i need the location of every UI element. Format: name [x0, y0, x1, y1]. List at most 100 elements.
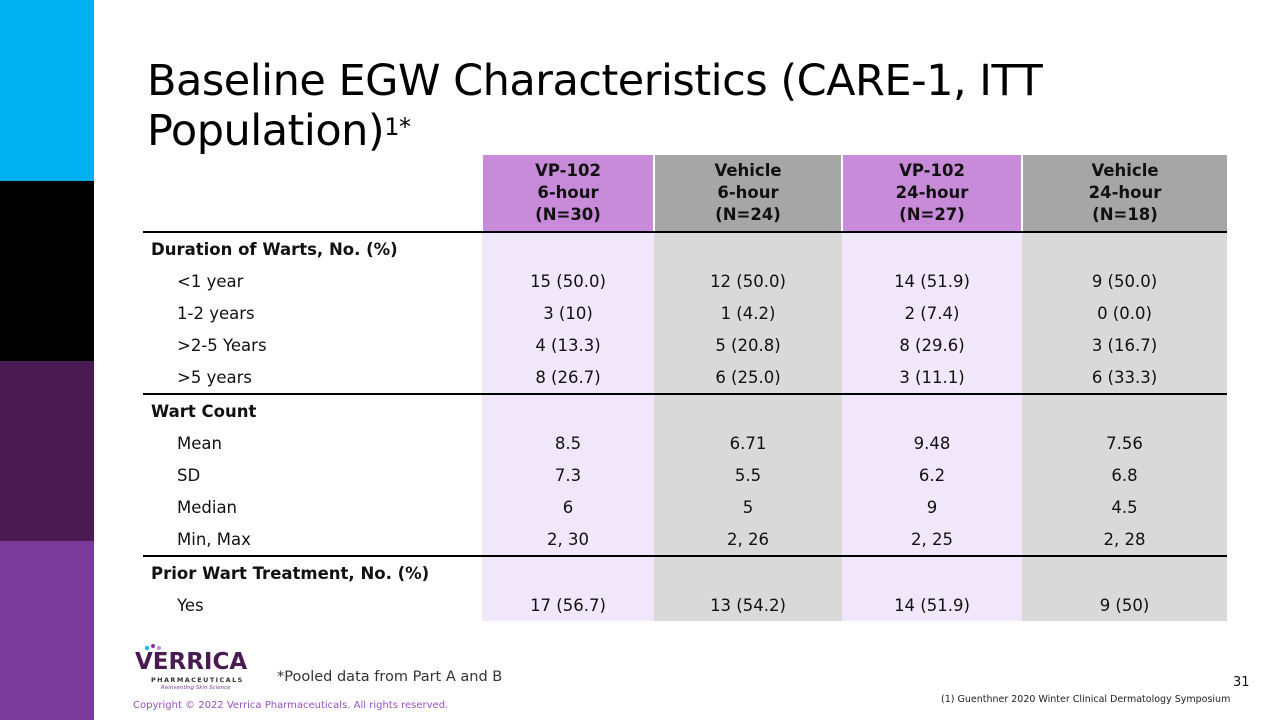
row-label: 1-2 years — [177, 303, 255, 323]
table-cell: 1 (4.2) — [654, 297, 842, 329]
table-row: SD 7.3 5.5 6.2 6.8 — [143, 459, 1227, 491]
section-heading-row: Wart Count — [143, 394, 1227, 427]
sidebar-stripe-blue — [0, 0, 94, 181]
table-cell: 3 (16.7) — [1022, 329, 1227, 361]
table-row: Yes 17 (56.7) 13 (54.2) 14 (51.9) 9 (50) — [143, 589, 1227, 621]
table-cell — [1022, 232, 1227, 265]
table-cell — [654, 556, 842, 589]
section-heading-row: Duration of Warts, No. (%) — [143, 232, 1227, 265]
logo-dots-icon — [145, 644, 161, 650]
header-line: 6-hour — [717, 183, 779, 202]
header-vehicle-6h: Vehicle 6-hour (N=24) — [653, 155, 842, 233]
logo-subtitle: PHARMACEUTICALS — [151, 676, 244, 684]
reference-footnote: (1) Guenthner 2020 Winter Clinical Derma… — [941, 694, 1231, 705]
table-cell: 6 (25.0) — [654, 361, 842, 395]
table-row: Median 6 5 9 4.5 — [143, 491, 1227, 523]
table-cell — [482, 556, 654, 589]
section-heading: Prior Wart Treatment, No. (%) — [151, 563, 430, 583]
table-cell: 2, 30 — [482, 523, 654, 557]
table-cell: 9 (50.0) — [1022, 265, 1227, 297]
row-label: <1 year — [177, 271, 244, 291]
row-label: Min, Max — [143, 523, 482, 557]
table-cell: 5 (20.8) — [654, 329, 842, 361]
header-line: 24-hour — [895, 183, 969, 202]
table-cell: 7.3 — [482, 459, 654, 491]
row-label: >5 years — [143, 361, 482, 395]
row-label: Yes — [177, 595, 204, 615]
table-cell — [654, 394, 842, 427]
table-cell: 12 (50.0) — [654, 265, 842, 297]
row-label: Median — [177, 497, 238, 517]
table-cell: 4 (13.3) — [482, 329, 654, 361]
table-cell: 7.56 — [1022, 427, 1227, 459]
logo-wordmark: VERRICA — [135, 649, 248, 675]
table-cell: 15 (50.0) — [482, 265, 654, 297]
table-cell: 13 (54.2) — [654, 589, 842, 621]
table-cell: 5 — [654, 491, 842, 523]
table-cell: 6.71 — [654, 427, 842, 459]
table-cell: 6 (33.3) — [1022, 361, 1227, 395]
verrica-logo: VERRICA PHARMACEUTICALS Reinventing Skin… — [135, 643, 248, 693]
table-cell: 17 (56.7) — [482, 589, 654, 621]
header-line: Vehicle — [1091, 161, 1159, 180]
header-line: (N=18) — [1092, 205, 1158, 224]
table-row: 1-2 years 3 (10) 1 (4.2) 2 (7.4) 0 (0.0) — [143, 297, 1227, 329]
table-cell — [842, 232, 1022, 265]
table-cell: 2, 25 — [842, 523, 1022, 557]
table-row: >5 years 8 (26.7) 6 (25.0) 3 (11.1) 6 (3… — [143, 361, 1227, 395]
header-line: VP-102 — [535, 161, 601, 180]
table-header-row: VP-102 6-hour (N=30) Vehicle 6-hour (N=2… — [143, 155, 1227, 233]
table-row: <1 year 15 (50.0) 12 (50.0) 14 (51.9) 9 … — [143, 265, 1227, 297]
table-cell: 2, 28 — [1022, 523, 1227, 557]
table-row: Mean 8.5 6.71 9.48 7.56 — [143, 427, 1227, 459]
table-cell: 6.8 — [1022, 459, 1227, 491]
section-heading: Wart Count — [151, 401, 257, 421]
section-heading: Duration of Warts, No. (%) — [151, 239, 398, 259]
header-blank-cell — [143, 155, 482, 233]
table-cell: 9 (50) — [1022, 589, 1227, 621]
header-vp102-24h: VP-102 24-hour (N=27) — [841, 155, 1022, 233]
header-vp102-6h: VP-102 6-hour (N=30) — [481, 155, 654, 233]
sidebar-stripe-black — [0, 181, 94, 361]
table-cell: 4.5 — [1022, 491, 1227, 523]
table-row: Min, Max 2, 30 2, 26 2, 25 2, 28 — [143, 523, 1227, 557]
table-cell: 14 (51.9) — [842, 589, 1022, 621]
table-cell — [842, 394, 1022, 427]
table-cell — [1022, 556, 1227, 589]
logo-tagline: Reinventing Skin Science — [161, 685, 231, 691]
table-cell — [1022, 394, 1227, 427]
copyright-text: Copyright © 2022 Verrica Pharmaceuticals… — [133, 700, 449, 711]
header-line: 6-hour — [537, 183, 599, 202]
table-cell: 14 (51.9) — [842, 265, 1022, 297]
pooled-data-note: *Pooled data from Part A and B — [277, 669, 503, 685]
table-cell — [482, 394, 654, 427]
section-heading-row: Prior Wart Treatment, No. (%) — [143, 556, 1227, 589]
page-number: 31 — [1233, 675, 1250, 690]
table-row: >2-5 Years 4 (13.3) 5 (20.8) 8 (29.6) 3 … — [143, 329, 1227, 361]
header-line: 24-hour — [1088, 183, 1162, 202]
header-line: (N=30) — [535, 205, 601, 224]
row-label: SD — [177, 465, 201, 485]
table-cell: 9.48 — [842, 427, 1022, 459]
baseline-characteristics-table: VP-102 6-hour (N=30) Vehicle 6-hour (N=2… — [143, 155, 1227, 621]
table-cell — [842, 556, 1022, 589]
table-cell: 3 (10) — [482, 297, 654, 329]
slide-title: Baseline EGW Characteristics (CARE-1, IT… — [147, 56, 1147, 156]
table-cell: 0 (0.0) — [1022, 297, 1227, 329]
header-line: VP-102 — [899, 161, 965, 180]
table-cell — [654, 232, 842, 265]
table-cell: 8 (29.6) — [842, 329, 1022, 361]
table-cell: 2 (7.4) — [842, 297, 1022, 329]
table-cell: 6 — [482, 491, 654, 523]
header-line: (N=24) — [715, 205, 781, 224]
header-line: (N=27) — [899, 205, 965, 224]
table-cell: 5.5 — [654, 459, 842, 491]
row-label: >2-5 Years — [177, 335, 267, 355]
sidebar-stripe-purple — [0, 541, 94, 720]
slide-title-superscript: 1* — [384, 113, 411, 141]
header-vehicle-24h: Vehicle 24-hour (N=18) — [1021, 155, 1227, 233]
table-cell: 3 (11.1) — [842, 361, 1022, 395]
table-cell: 9 — [842, 491, 1022, 523]
table-cell: 8.5 — [482, 427, 654, 459]
sidebar-stripe-dark-purple — [0, 361, 94, 541]
